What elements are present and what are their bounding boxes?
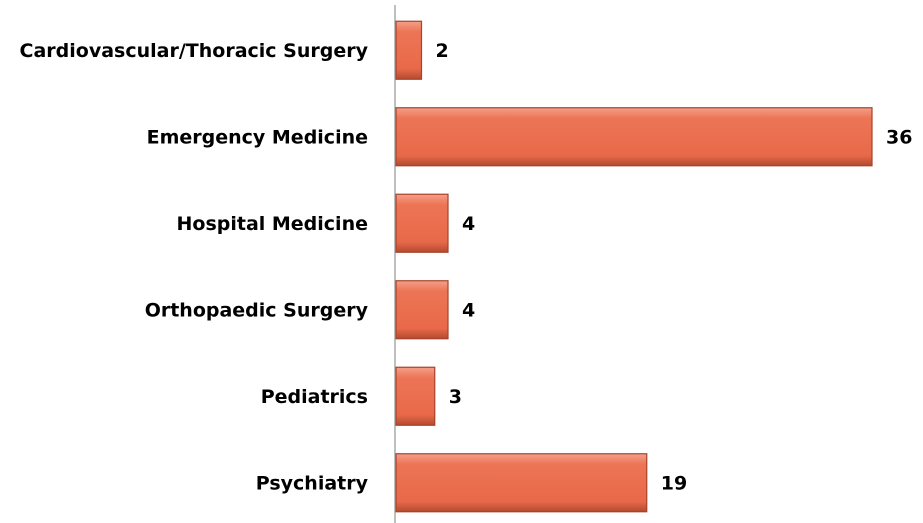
category-label: Hospital Medicine — [176, 213, 368, 235]
category-label: Emergency Medicine — [147, 126, 368, 148]
value-label: 36 — [886, 126, 912, 148]
bar — [395, 280, 449, 340]
value-label: 2 — [436, 40, 449, 62]
value-label: 4 — [462, 213, 475, 235]
bar — [395, 453, 648, 513]
value-label: 4 — [462, 299, 475, 321]
category-label: Psychiatry — [256, 472, 369, 494]
bar — [395, 193, 449, 253]
category-label: Cardiovascular/Thoracic Surgery — [20, 40, 369, 62]
bar — [395, 366, 436, 426]
bar — [395, 107, 873, 167]
bar — [395, 20, 423, 80]
value-label: 3 — [449, 386, 462, 408]
category-label: Orthopaedic Surgery — [145, 299, 369, 321]
category-label: Pediatrics — [261, 386, 368, 408]
value-label: 19 — [661, 472, 687, 494]
